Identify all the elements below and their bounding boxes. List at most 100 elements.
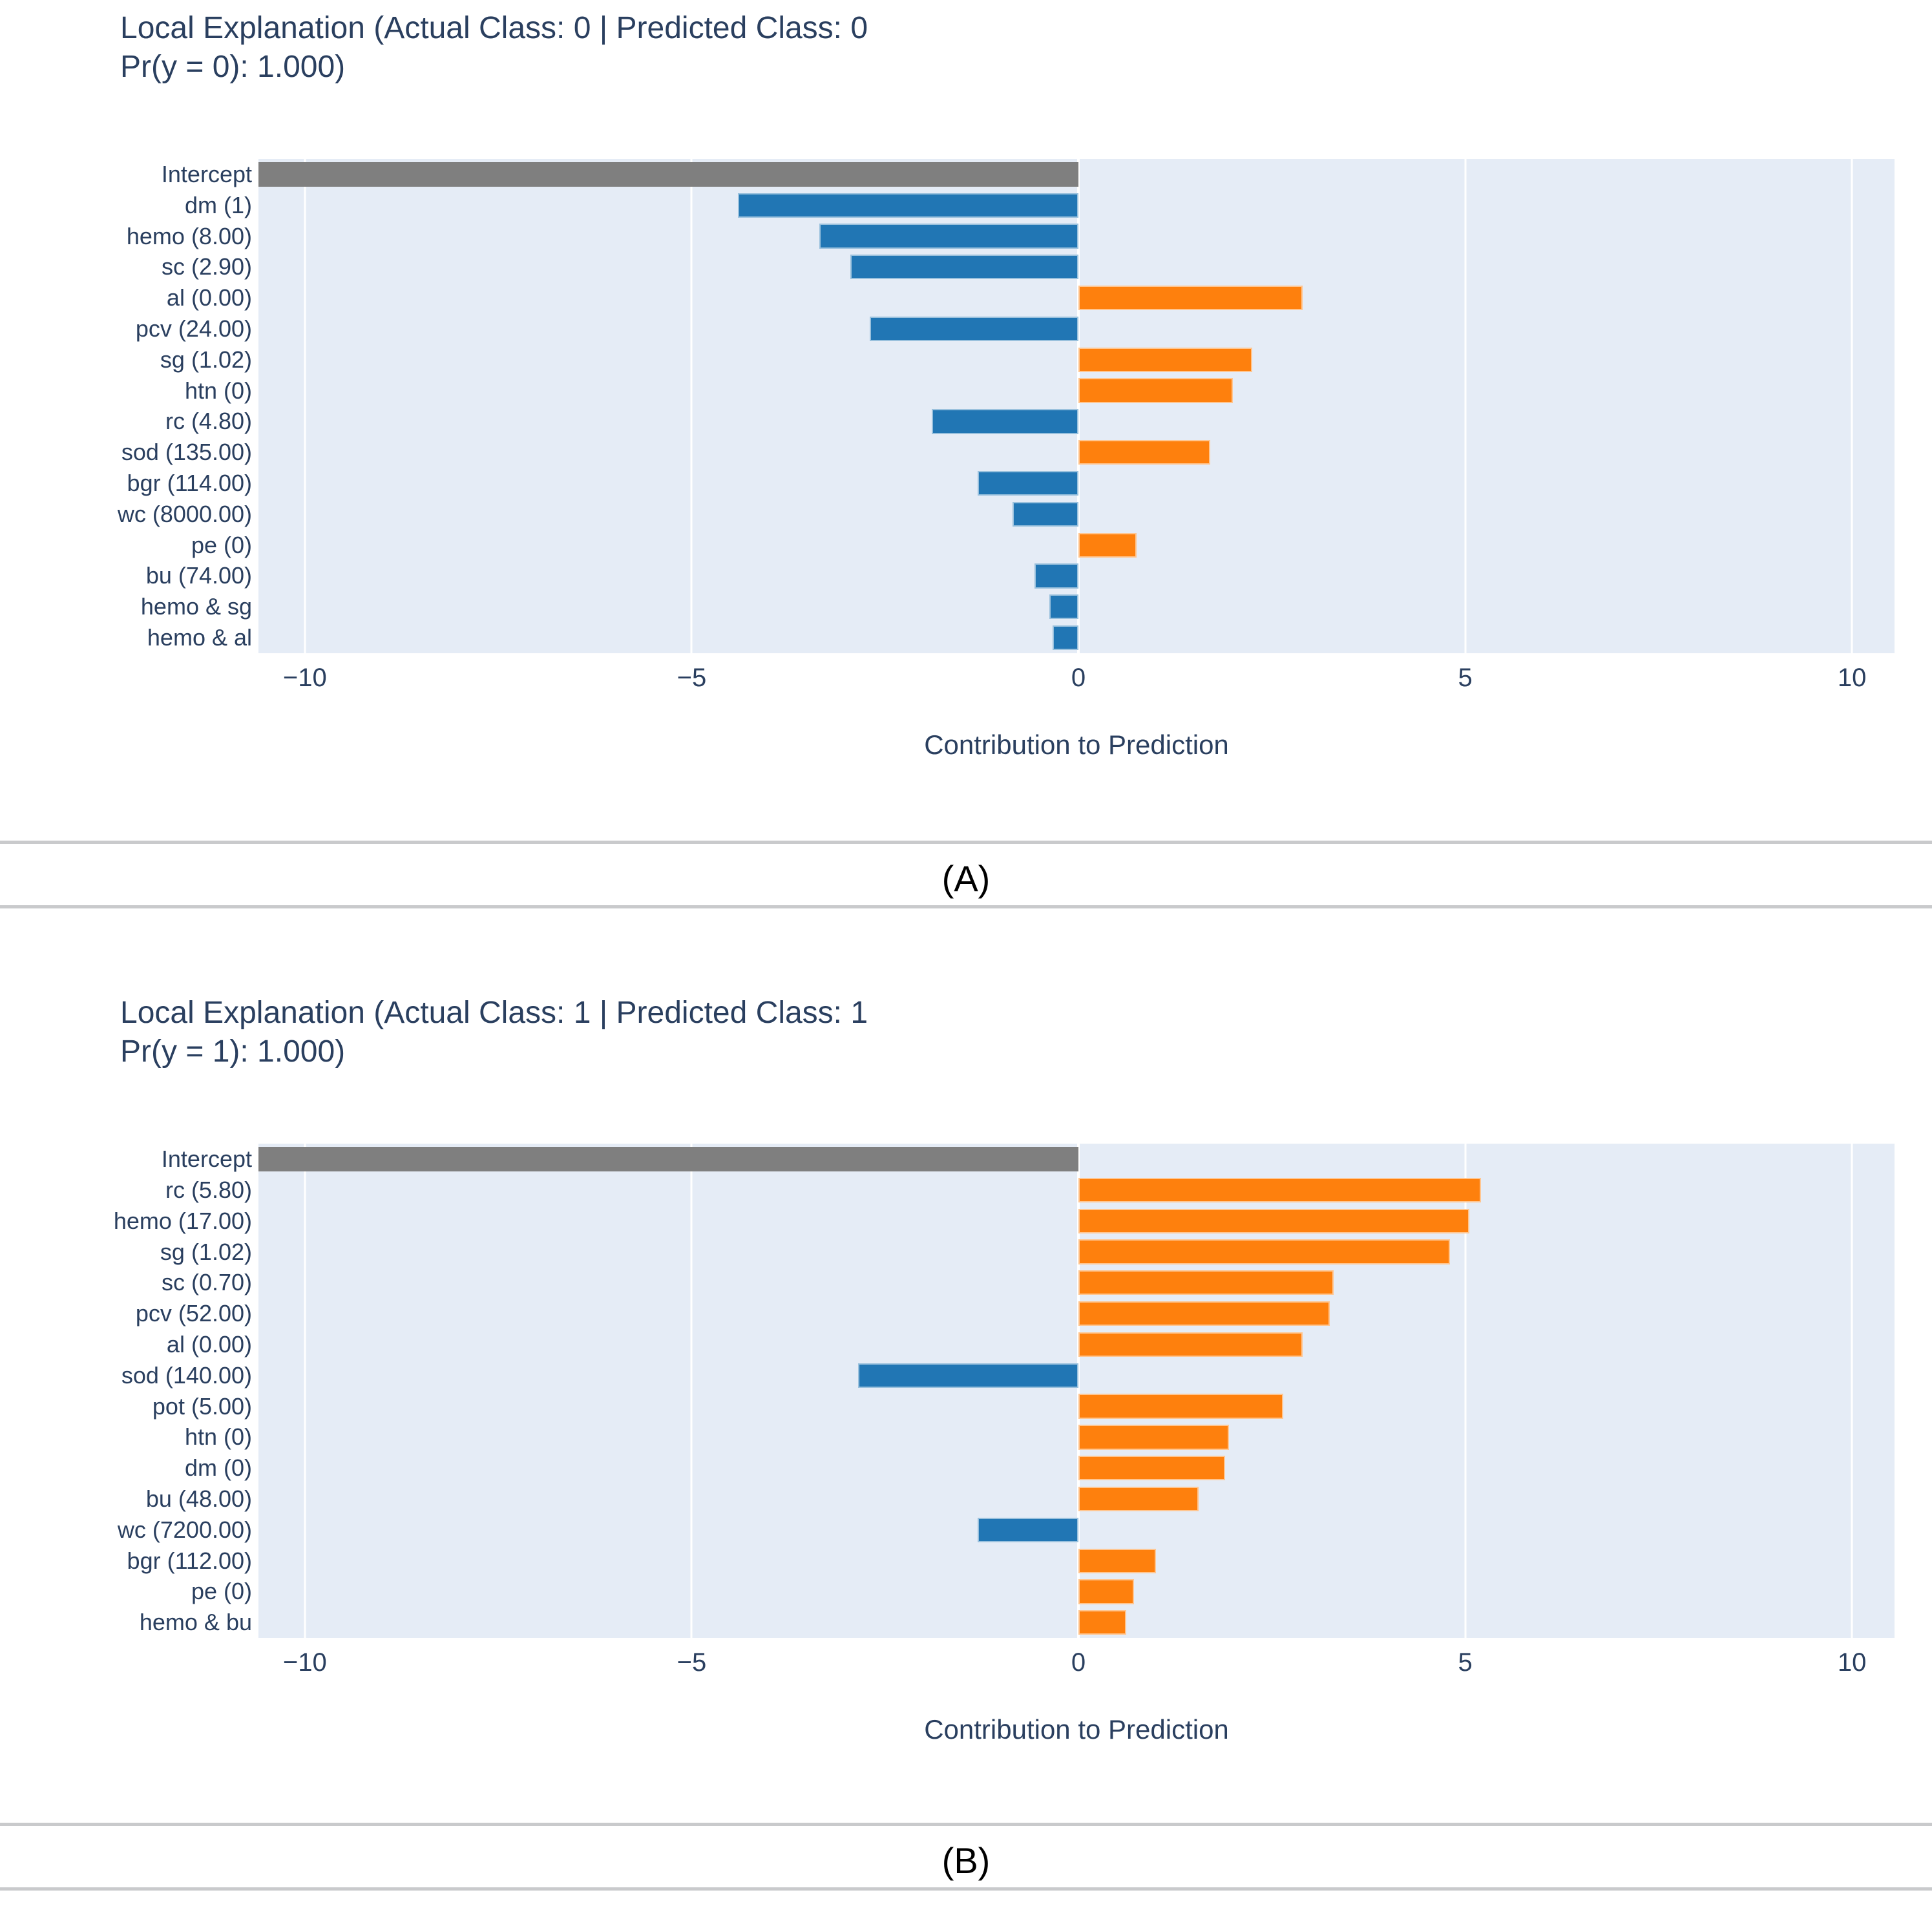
contribution-bar <box>1078 1548 1156 1573</box>
contribution-bar <box>1078 378 1234 403</box>
gridline <box>304 1144 306 1639</box>
panel-label-b: (B) <box>941 1840 991 1882</box>
y-axis-label: al (0.00) <box>166 1330 252 1358</box>
y-axis-label: hemo (17.00) <box>113 1207 252 1234</box>
contribution-bar <box>1078 1610 1127 1635</box>
bar-row <box>258 561 1895 592</box>
bar-row <box>258 1267 1895 1298</box>
contribution-bar <box>1078 1239 1450 1264</box>
x-tick-label: −5 <box>677 664 707 692</box>
y-axis-label: pe (0) <box>191 531 252 558</box>
gridline <box>1851 1144 1853 1639</box>
contribution-bar <box>1078 1208 1469 1233</box>
bar-row <box>258 375 1895 406</box>
y-axis-label: sg (1.02) <box>160 1238 252 1265</box>
bar-row <box>258 591 1895 622</box>
chart-b-x-axis-title: Contribution to Prediction <box>924 1714 1229 1745</box>
y-axis-label: bu (74.00) <box>145 562 252 589</box>
contribution-bar <box>1034 563 1078 589</box>
x-tick-label: 10 <box>1837 1648 1867 1677</box>
contribution-bar <box>978 1517 1078 1542</box>
bar-row <box>258 251 1895 282</box>
contribution-bar <box>1078 1177 1481 1203</box>
contribution-bar <box>1078 1394 1284 1419</box>
bar-row <box>258 159 1895 190</box>
divider-line <box>0 841 1932 844</box>
x-tick-label: 0 <box>1071 664 1086 692</box>
chart-b-x-axis-ticks: −10 −5 0 5 10 <box>258 1648 1895 1681</box>
chart-a-x-axis-ticks: −10 −5 0 5 10 <box>258 664 1895 696</box>
gridline <box>1464 159 1467 653</box>
y-axis-label: pot (5.00) <box>152 1392 252 1420</box>
x-tick-label: −10 <box>282 664 327 692</box>
bar-row <box>258 1329 1895 1360</box>
bar-row <box>258 437 1895 468</box>
bar-row <box>258 344 1895 375</box>
contribution-bar <box>978 470 1078 496</box>
y-axis-label: hemo & bu <box>139 1609 252 1636</box>
bar-row <box>258 1206 1895 1237</box>
zero-gridline <box>1076 159 1080 653</box>
y-axis-label: htn (0) <box>184 1423 252 1451</box>
chart-b-figure: Intercept rc (5.80) hemo (17.00) sg (1.02) s… <box>0 1144 1932 1639</box>
bar-row <box>258 1607 1895 1638</box>
x-tick-label: 5 <box>1458 664 1473 692</box>
y-axis-label: sod (135.00) <box>121 439 252 466</box>
gridline <box>690 1144 693 1639</box>
panel-a-divider-block: (A) <box>0 841 1932 909</box>
bar-row <box>258 1483 1895 1515</box>
y-axis-label: sc (2.90) <box>161 253 252 280</box>
intercept-bar <box>258 1146 1078 1172</box>
contribution-bar <box>1078 1301 1330 1326</box>
contribution-bar <box>869 316 1078 342</box>
local-explanation-chart-b: Local Explanation (Actual Class: 1 | Pre… <box>0 994 1932 1745</box>
bar-row <box>258 499 1895 530</box>
y-axis-label: htn (0) <box>184 377 252 404</box>
divider-line <box>0 905 1932 909</box>
y-axis-label: Intercept <box>161 160 252 187</box>
bar-row <box>258 1515 1895 1546</box>
chart-b-y-axis-labels: Intercept rc (5.80) hemo (17.00) sg (1.02) s… <box>0 1144 258 1638</box>
bar-row <box>258 468 1895 499</box>
panel-b-divider-block: (B) <box>0 1823 1932 1891</box>
contribution-bar <box>1053 625 1078 651</box>
y-axis-label: wc (7200.00) <box>117 1516 252 1543</box>
y-axis-label: sg (1.02) <box>160 346 252 373</box>
y-axis-label: pcv (52.00) <box>135 1300 252 1327</box>
y-axis-label: bgr (112.00) <box>127 1547 252 1574</box>
x-tick-label: −5 <box>677 1648 707 1677</box>
contribution-bar <box>1078 1425 1230 1450</box>
gridline <box>690 159 693 653</box>
contribution-bar <box>1078 1270 1334 1295</box>
contribution-bar <box>850 255 1078 280</box>
chart-b-plot-area <box>258 1144 1895 1639</box>
chart-a-x-axis-title: Contribution to Prediction <box>924 729 1229 760</box>
contribution-bar <box>1049 594 1078 620</box>
local-explanation-chart-a: Local Explanation (Actual Class: 0 | Pre… <box>0 9 1932 760</box>
bar-row <box>258 313 1895 344</box>
contribution-bar <box>819 224 1078 249</box>
divider-line <box>0 1823 1932 1827</box>
bar-row <box>258 190 1895 221</box>
bar-row <box>258 1237 1895 1268</box>
contribution-bar <box>1078 1486 1199 1512</box>
bar-row <box>258 1360 1895 1391</box>
bar-rows <box>258 159 1895 653</box>
x-tick-label: 0 <box>1071 1648 1086 1677</box>
y-axis-label: sod (140.00) <box>121 1361 252 1389</box>
bar-row <box>258 282 1895 313</box>
contribution-bar <box>1078 440 1210 465</box>
zero-gridline <box>1076 1144 1080 1639</box>
contribution-bar <box>1013 501 1078 527</box>
contribution-bar <box>931 409 1078 434</box>
bar-row <box>258 1144 1895 1175</box>
bar-row <box>258 1452 1895 1483</box>
chart-a-plot-area <box>258 159 1895 653</box>
x-tick-label: 10 <box>1837 664 1867 692</box>
y-axis-label: wc (8000.00) <box>117 500 252 527</box>
y-axis-label: dm (0) <box>184 1454 252 1482</box>
bar-row <box>258 530 1895 561</box>
y-axis-label: hemo (8.00) <box>126 222 252 249</box>
bar-row <box>258 1175 1895 1206</box>
y-axis-label: hemo & al <box>147 624 252 651</box>
